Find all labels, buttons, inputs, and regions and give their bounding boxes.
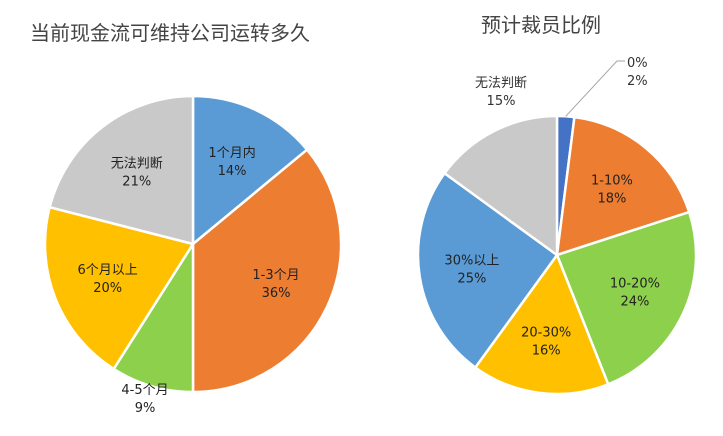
cashflow-slice-2 [112, 242, 195, 394]
cashflow-pie-labels: 1个月内 14% 1-3个月 36% 4-5个月 9% 6个月以上 20% 无法判断 21% [78, 145, 300, 416]
layoff-pie-labels: 0% 2% 1-10% 18% 10-20% 24% 20-30% 16% 30%以上 25% 无法… [444, 56, 660, 359]
layoff-pie [416, 114, 698, 396]
layoff-data-label-4: 30%以上 25% [444, 253, 499, 286]
layoff-slice-1 [555, 115, 691, 257]
layoff-data-label-0: 0% 2% [627, 56, 648, 89]
cashflow-data-label-3: 6个月以上 20% [78, 263, 138, 296]
chart-title-cashflow: 当前现金流可维持公司运转多久 [30, 21, 310, 45]
layoff-data-label-2: 10-20% 24% [610, 277, 660, 310]
cashflow-data-label-1: 1-3个月 36% [252, 268, 299, 301]
layoff-data-label-5: 无法判断 15% [475, 76, 527, 109]
chart-title-layoff: 预计裁员比例 [481, 13, 601, 37]
layoff-slice-4 [416, 172, 559, 369]
cashflow-slice-3 [43, 205, 195, 371]
layoff-slice-5 [443, 114, 559, 257]
cashflow-slice-1 [191, 148, 343, 394]
cashflow-data-label-2: 4-5个月 9% [121, 383, 168, 416]
layoff-leader-line-0 [565, 60, 625, 117]
cashflow-pie [43, 94, 343, 394]
cashflow-slice-0 [191, 94, 309, 246]
cashflow-data-label-0: 1个月内 14% [208, 145, 255, 179]
layoff-data-label-3: 20-30% 16% [521, 326, 571, 359]
cashflow-data-label-4: 无法判断 21% [111, 156, 163, 189]
cashflow-slice-4 [48, 94, 195, 246]
layoff-slice-3 [474, 253, 610, 396]
layoff-data-label-1: 1-10% 18% [591, 174, 633, 207]
